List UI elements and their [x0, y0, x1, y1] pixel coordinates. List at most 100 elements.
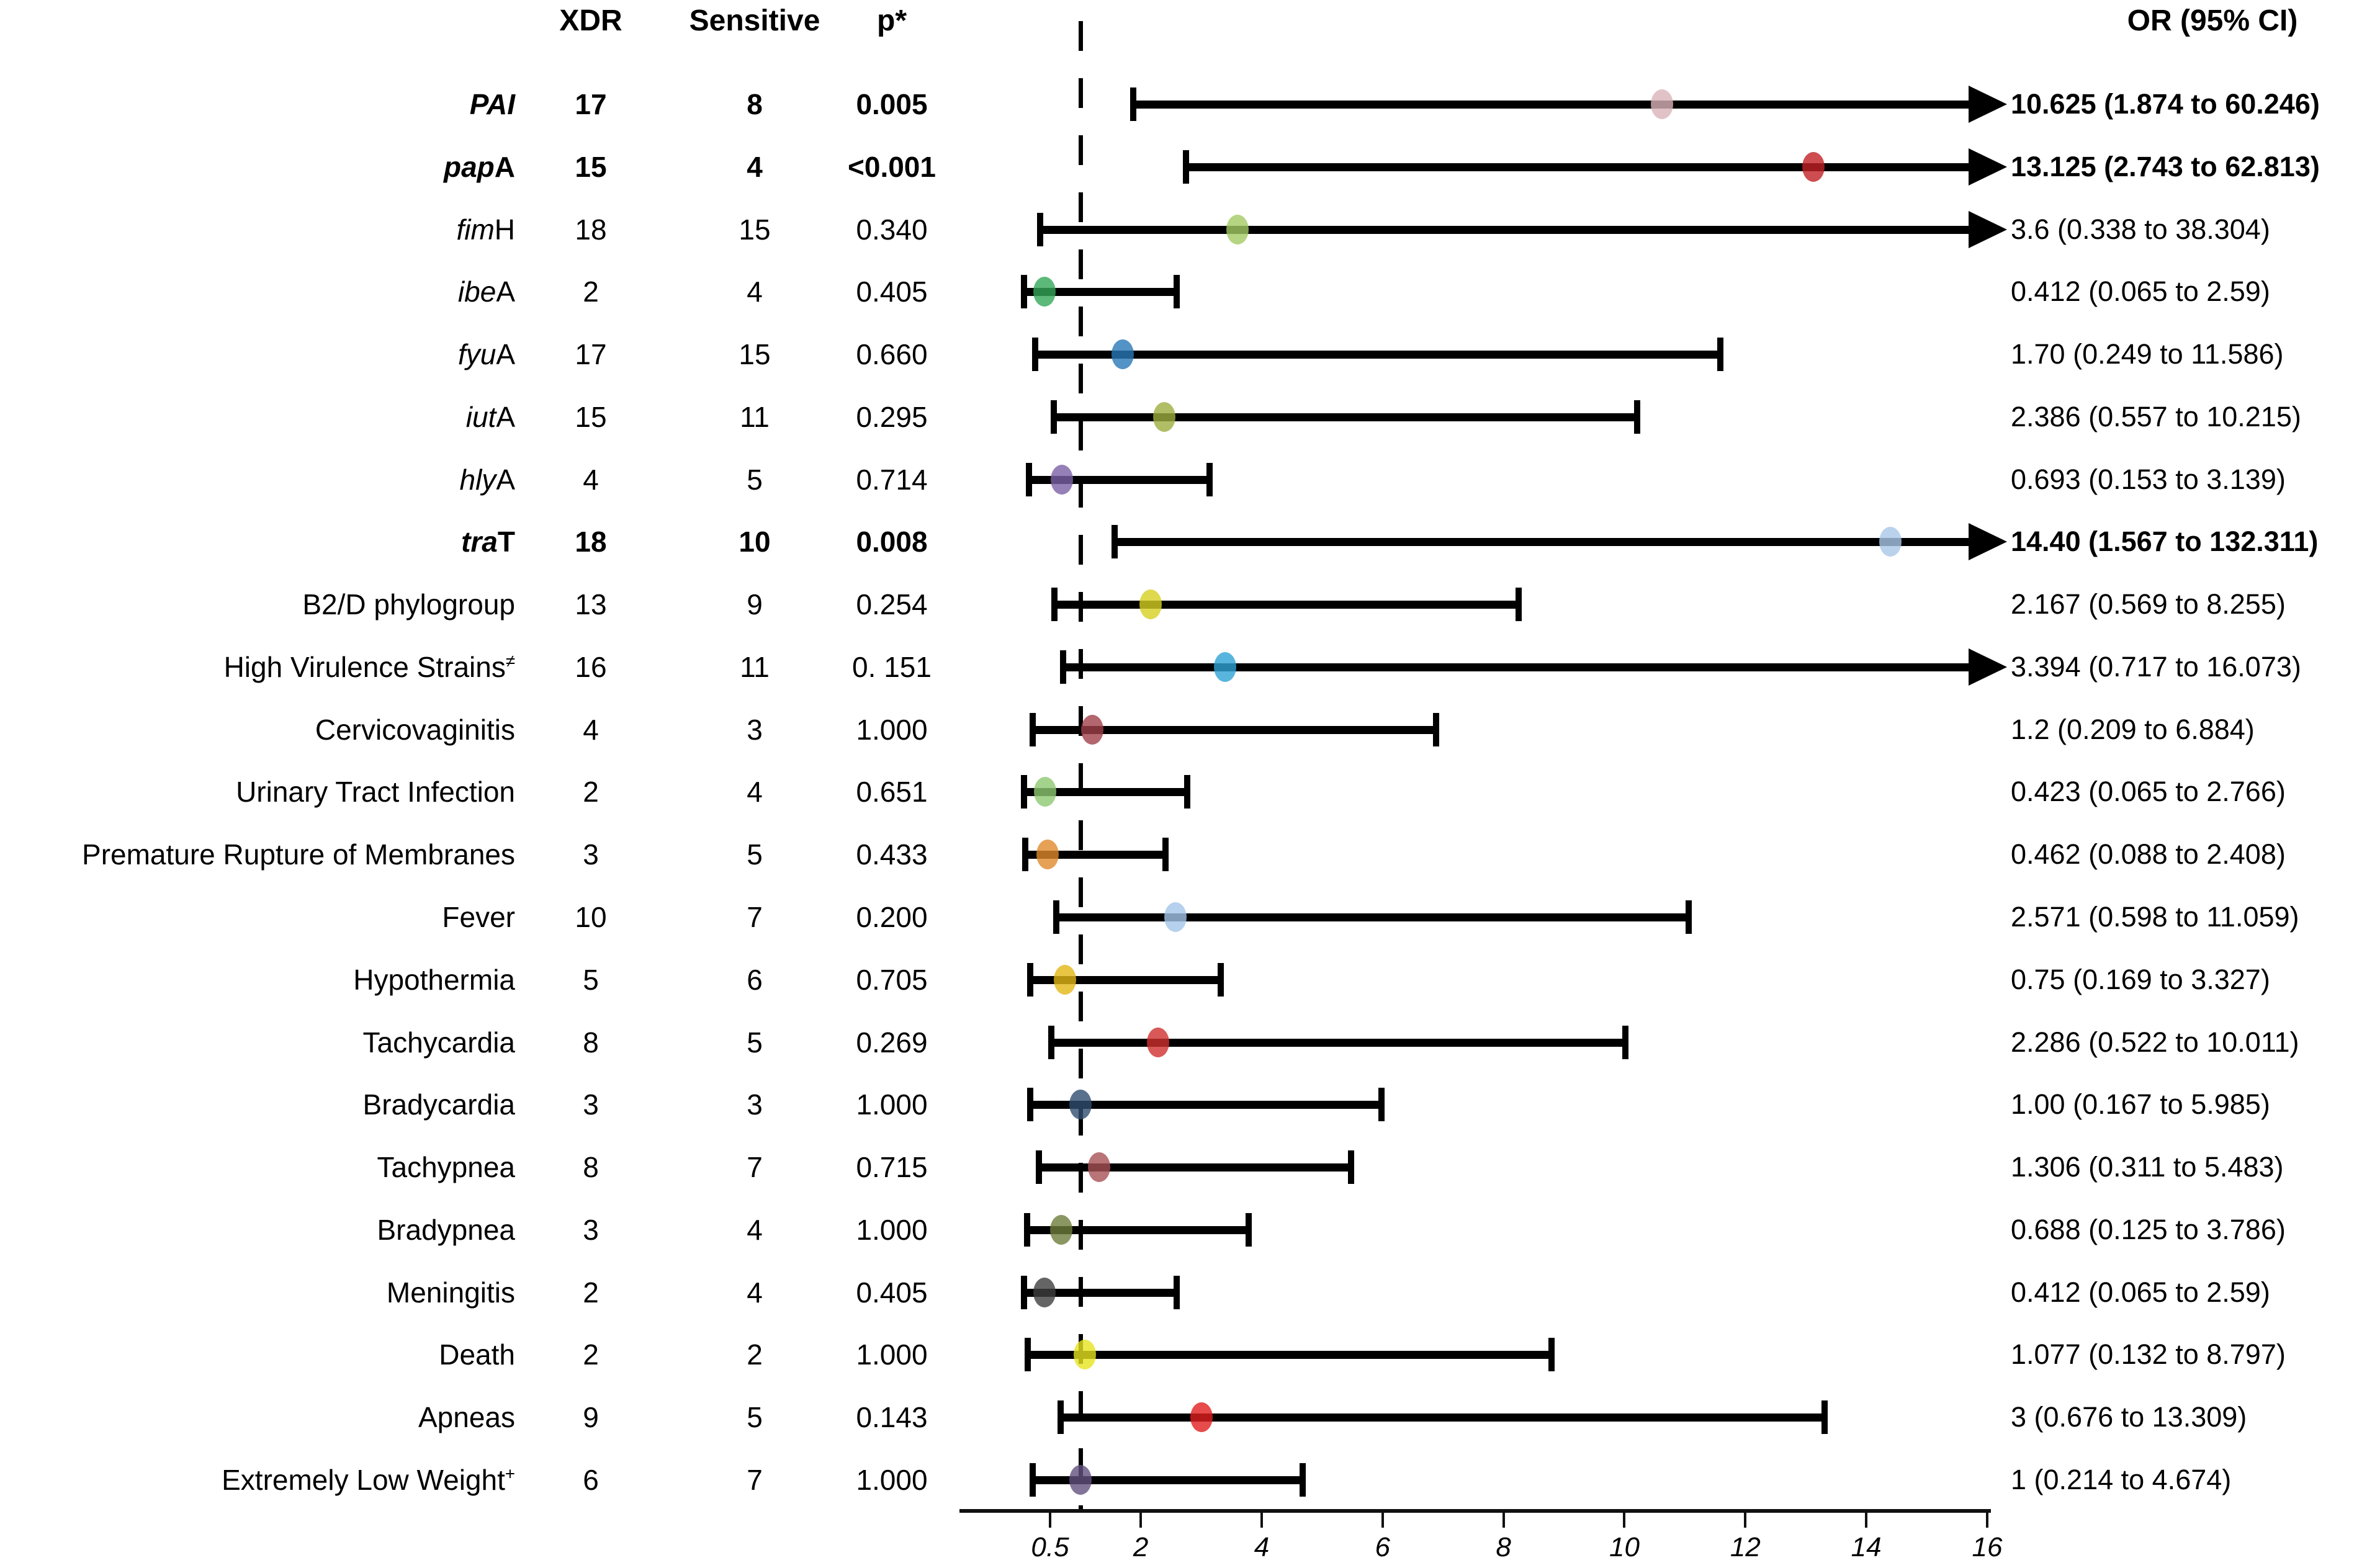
or-ci-text: 1.306 (0.311 to 5.483) [2011, 1151, 2284, 1183]
sensitive-count: 15 [739, 338, 771, 371]
ci-cap-low [1020, 1275, 1027, 1309]
or-marker [1152, 401, 1175, 432]
xdr-count: 9 [583, 1401, 599, 1434]
ci-cap-low [1111, 525, 1118, 559]
ci-whisker [1030, 975, 1221, 984]
ci-whisker [1040, 225, 1969, 234]
or-marker [1164, 902, 1187, 932]
ci-cap-high [1622, 1025, 1628, 1059]
ci-cap-high [1218, 962, 1224, 997]
sensitive-count: 5 [747, 838, 763, 871]
xdr-count: 16 [575, 650, 607, 683]
xdr-count: 3 [583, 1213, 599, 1246]
row-label: fimH [456, 213, 515, 246]
or-marker [1087, 1152, 1110, 1183]
or-ci-text: 2.286 (0.522 to 10.011) [2011, 1026, 2299, 1058]
or-marker [1033, 1277, 1056, 1307]
or-ci-text: 3.394 (0.717 to 16.073) [2011, 650, 2301, 683]
arrow-right-icon [1969, 648, 2007, 686]
row-label: Bradycardia [362, 1088, 515, 1121]
or-marker [1074, 1340, 1097, 1370]
xdr-count: 8 [583, 1151, 599, 1184]
x-axis-tick [1260, 1512, 1263, 1528]
xdr-count: 4 [583, 713, 599, 746]
row-label: PAI [469, 88, 515, 120]
x-axis-tick-label: 10 [1609, 1532, 1640, 1562]
or-ci-text: 1.70 (0.249 to 11.586) [2011, 338, 2284, 370]
ci-cap-high [1717, 338, 1723, 372]
col-header-p-value: p* [877, 4, 907, 37]
ci-whisker [1029, 475, 1210, 484]
x-axis-tick [1623, 1512, 1626, 1528]
row-label: papA [443, 150, 515, 183]
xdr-count: 5 [583, 963, 599, 996]
sensitive-count: 4 [747, 1276, 763, 1309]
ci-cap-low [1053, 900, 1059, 934]
or-ci-text: 2.167 (0.569 to 8.255) [2011, 588, 2286, 620]
row-label: Tachypnea [377, 1151, 516, 1184]
xdr-count: 18 [575, 526, 607, 558]
row-label: iutA [465, 400, 515, 433]
arrow-right-icon [1969, 148, 2007, 186]
sensitive-count: 4 [747, 776, 763, 809]
p-value: 0.660 [856, 338, 928, 371]
or-marker [1081, 714, 1104, 745]
row-label: Urinary Tract Infection [236, 776, 515, 809]
ci-whisker [1023, 788, 1187, 797]
p-value: 1.000 [856, 1338, 928, 1371]
ci-cap-high [1821, 1400, 1828, 1435]
x-axis-tick-label: 2 [1133, 1532, 1149, 1562]
sensitive-count: 15 [739, 213, 771, 246]
or-marker [1146, 1027, 1169, 1057]
or-ci-text: 3 (0.676 to 13.309) [2011, 1401, 2247, 1433]
x-axis-tick-label: 12 [1730, 1532, 1761, 1562]
ci-cap-high [1206, 462, 1213, 496]
sensitive-count: 5 [747, 1401, 763, 1434]
ci-whisker [1056, 913, 1689, 921]
or-marker [1651, 89, 1674, 119]
arrow-right-icon [1969, 210, 2007, 248]
ci-cap-high [1548, 1338, 1555, 1372]
p-value: 0.405 [856, 276, 928, 308]
row-label: Cervicovaginitis [315, 713, 515, 746]
ci-cap-high [1378, 1088, 1385, 1122]
x-axis-tick [1744, 1512, 1747, 1528]
x-axis-tick [1502, 1512, 1505, 1528]
ci-cap-low [1020, 775, 1027, 809]
ci-whisker [1028, 1351, 1552, 1360]
ci-cap-low [1050, 400, 1057, 434]
p-value: 0.254 [856, 588, 928, 621]
sensitive-count: 4 [747, 150, 763, 183]
or-ci-text: 1.2 (0.209 to 6.884) [2011, 713, 2255, 745]
ci-cap-high [1173, 1275, 1180, 1309]
ci-cap-high [1634, 400, 1641, 434]
or-ci-text: 1.00 (0.167 to 5.985) [2011, 1088, 2270, 1121]
row-label: Tachycardia [362, 1026, 515, 1059]
sensitive-count: 6 [747, 963, 763, 996]
or-ci-text: 2.571 (0.598 to 11.059) [2011, 901, 2299, 933]
xdr-count: 17 [575, 88, 607, 120]
or-marker [1069, 1464, 1092, 1495]
or-marker [1054, 964, 1077, 995]
ci-cap-low [1048, 1025, 1055, 1059]
ci-cap-low [1130, 87, 1136, 121]
sensitive-count: 3 [747, 1088, 763, 1121]
row-label: Meningitis [386, 1276, 515, 1309]
or-marker [1190, 1402, 1213, 1433]
col-header-sensitive: Sensitive [689, 4, 820, 37]
row-label: Premature Rupture of Membranes [82, 838, 515, 871]
row-label: ibeA [457, 276, 515, 308]
or-ci-text: 3.6 (0.338 to 38.304) [2011, 213, 2270, 245]
xdr-count: 18 [575, 213, 607, 246]
or-marker [1050, 464, 1073, 495]
xdr-count: 3 [583, 1088, 599, 1121]
sensitive-count: 7 [747, 901, 763, 933]
p-value: 0.340 [856, 213, 928, 246]
row-label: Hypothermia [353, 963, 515, 996]
or-ci-text: 0.462 (0.088 to 2.408) [2011, 838, 2286, 871]
p-value: 1.000 [856, 1088, 928, 1121]
row-label: Fever [442, 901, 515, 933]
or-marker [1802, 151, 1825, 182]
p-value: 0.143 [856, 1401, 928, 1434]
ci-whisker [1023, 288, 1177, 297]
